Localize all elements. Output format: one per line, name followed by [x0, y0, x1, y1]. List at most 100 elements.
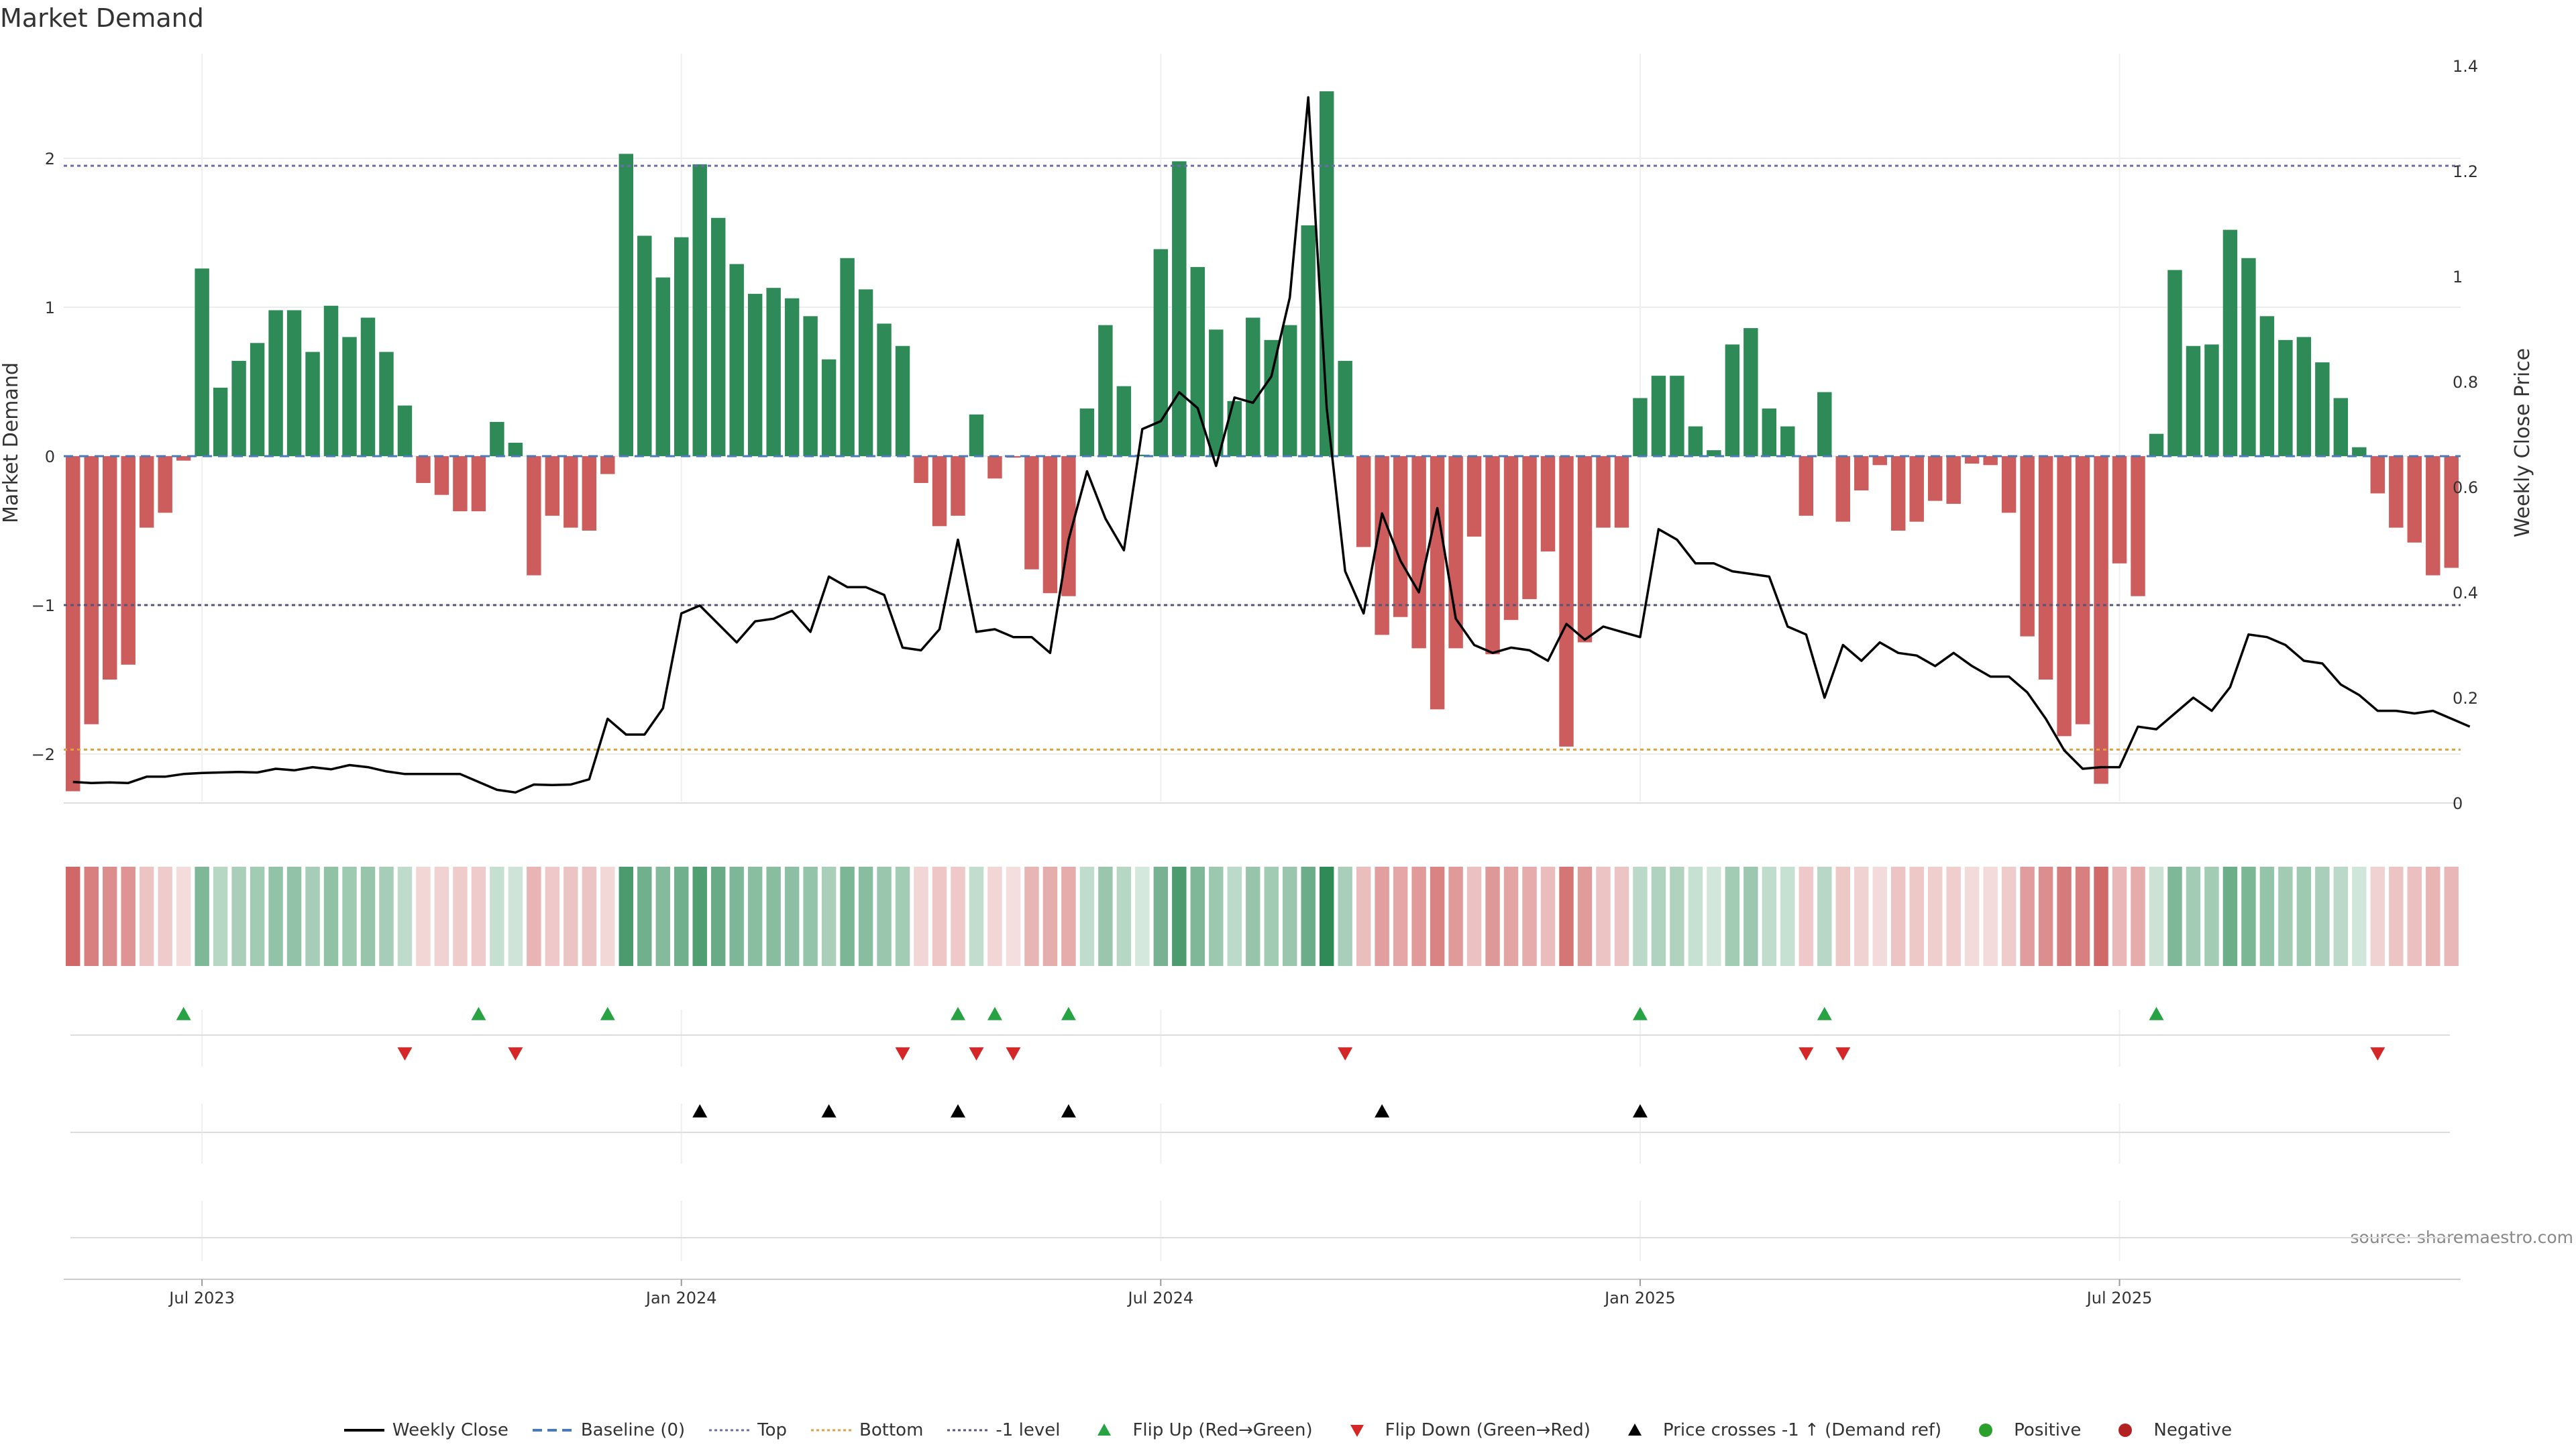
demand-bar: [2315, 362, 2330, 456]
strip-cell: [213, 867, 228, 966]
strip-cell: [1466, 867, 1482, 966]
strip-cell: [1651, 867, 1666, 966]
demand-bar: [766, 288, 781, 456]
strip-cell: [379, 867, 394, 966]
strip-cell: [1356, 867, 1371, 966]
demand-bar: [139, 456, 154, 528]
strip-cell: [710, 867, 726, 966]
demand-bar: [102, 456, 117, 680]
demand-bar: [932, 456, 947, 527]
strip-cell: [2278, 867, 2293, 966]
flip-up-marker: [176, 1007, 191, 1020]
strip-cell: [416, 867, 431, 966]
strip-cell: [803, 867, 818, 966]
flip-down-marker: [895, 1047, 910, 1061]
strip-cell: [1448, 867, 1463, 966]
strip-cell: [2057, 867, 2072, 966]
strip-cell: [1079, 867, 1095, 966]
demand-bar: [1725, 344, 1740, 456]
demand-bar: [2167, 270, 2182, 456]
strip-cell: [231, 867, 246, 966]
demand-bar: [2426, 456, 2440, 576]
strip-cell: [2001, 867, 2017, 966]
demand-bar: [858, 289, 873, 456]
flip-up-marker: [2149, 1007, 2164, 1020]
legend-label: Top: [757, 1420, 788, 1440]
demand-bar: [2131, 456, 2145, 596]
flip-down-marker: [508, 1047, 523, 1061]
strip-cell: [821, 867, 837, 966]
demand-bar: [619, 154, 633, 456]
solid-line-icon: [343, 1421, 384, 1439]
demand-bar: [1872, 456, 1887, 466]
strip-cell: [397, 867, 413, 966]
demand-bar: [1411, 456, 1426, 649]
strip-cell: [102, 867, 117, 966]
demand-bar: [2186, 345, 2201, 456]
strip-cell: [1596, 867, 1611, 966]
legend-item: Top: [709, 1420, 787, 1440]
strip-cell: [1485, 867, 1500, 966]
demand-bar: [2057, 456, 2072, 737]
strip-cell: [766, 867, 781, 966]
flip-up-marker: [987, 1007, 1002, 1020]
strip-cell: [1891, 867, 1906, 966]
legend-label: Bottom: [859, 1420, 924, 1440]
demand-bar: [710, 217, 726, 456]
strip-cell: [619, 867, 633, 966]
demand-bar: [1503, 456, 1519, 621]
price-cross-marker: [951, 1104, 966, 1118]
strip-cell: [840, 867, 855, 966]
demand-bar: [1799, 456, 1814, 516]
right-tick-label: 1: [2453, 268, 2463, 286]
demand-bar: [2001, 456, 2017, 513]
demand-bar: [674, 237, 689, 456]
strip-cell: [1927, 867, 1943, 966]
demand-bar: [2444, 456, 2459, 568]
strip-cell: [987, 867, 1002, 966]
strip-cell: [2315, 867, 2330, 966]
demand-bar: [1227, 400, 1242, 456]
demand-bar: [490, 421, 504, 456]
strip-cell: [932, 867, 947, 966]
legend-item: -1 level: [947, 1420, 1060, 1440]
axes: −2 −1 0 1 2 0 0.2 0.4 0.6 0.8 1 1.2 1.4: [32, 57, 2479, 813]
demand-bar: [1153, 249, 1169, 456]
demand-bar: [416, 456, 431, 483]
legend-label: Negative: [2153, 1420, 2233, 1440]
demand-bar: [2038, 456, 2053, 680]
demand-bar: [213, 387, 228, 456]
x-axis: Jul 2023 Jan 2024 Jul 2024 Jan 2025 Jul 2025: [64, 1279, 2461, 1307]
demand-bar: [914, 456, 928, 483]
dotted-line-icon: [947, 1421, 988, 1439]
flip-up-marker: [1817, 1007, 1832, 1020]
demand-bar: [527, 456, 541, 576]
demand-bar: [1098, 325, 1113, 456]
demand-bar: [1116, 386, 1132, 456]
demand-bar: [1780, 426, 1795, 456]
reference-lines: [64, 164, 2461, 751]
demand-bar: [434, 456, 449, 495]
demand-bar: [305, 352, 320, 456]
strip-cell: [2407, 867, 2422, 966]
x-tick-label: Jul 2025: [2086, 1289, 2153, 1307]
strip-cell: [545, 867, 560, 966]
legend: Weekly Close Baseline (0) Top Bottom -1 leve…: [0, 1417, 2576, 1444]
demand-bar: [1688, 426, 1703, 456]
flip-down-marker: [1006, 1047, 1021, 1061]
demand-bar: [1430, 456, 1445, 710]
demand-bar: [1909, 456, 1924, 522]
demand-bar: [877, 323, 892, 456]
x-tick-label: Jul 2023: [168, 1289, 235, 1307]
legend-label: -1 level: [996, 1420, 1061, 1440]
price-cross-marker: [821, 1104, 837, 1118]
demand-bar: [2112, 456, 2127, 564]
strip-cell: [453, 867, 468, 966]
legend-label: Positive: [2014, 1420, 2082, 1440]
demand-bar: [471, 456, 486, 512]
strip-cell: [674, 867, 689, 966]
demand-bar: [1356, 456, 1371, 547]
legend-label: Price crosses -1 ↑ (Demand ref): [1662, 1420, 1942, 1440]
strip-cell: [1854, 867, 1869, 966]
